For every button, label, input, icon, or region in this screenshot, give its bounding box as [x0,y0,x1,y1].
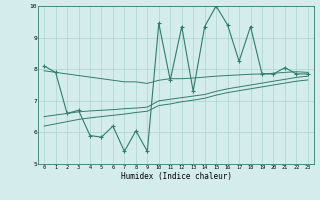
X-axis label: Humidex (Indice chaleur): Humidex (Indice chaleur) [121,172,231,181]
